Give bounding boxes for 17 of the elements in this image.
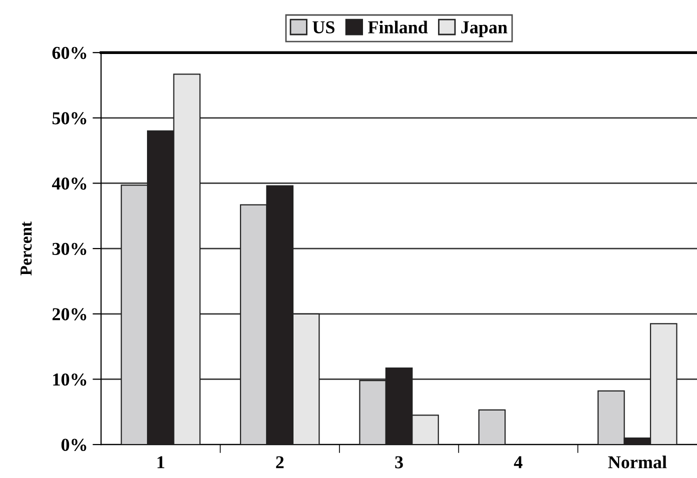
legend-label: US: [312, 21, 334, 34]
x-tick-label: 2: [276, 456, 284, 468]
y-axis-title: Percent: [20, 221, 32, 276]
y-tick-label: 60%: [52, 46, 86, 60]
legend-label: Japan: [461, 21, 508, 38]
x-tick-label: 3: [395, 456, 403, 468]
bar: [478, 409, 506, 445]
y-tick-label: 50%: [52, 112, 86, 124]
legend-label: Finland: [368, 20, 428, 34]
y-tick-label: 40%: [52, 177, 86, 190]
y-tick-label: 20%: [52, 308, 86, 320]
y-tick-label: 10%: [53, 373, 86, 386]
y-tick-label: 30%: [52, 242, 86, 256]
x-tick-label: Normal: [608, 456, 667, 468]
y-tick-label: 0%: [61, 438, 86, 452]
x-tick-label: 4: [514, 456, 522, 468]
x-tick-label: 1: [158, 456, 164, 468]
